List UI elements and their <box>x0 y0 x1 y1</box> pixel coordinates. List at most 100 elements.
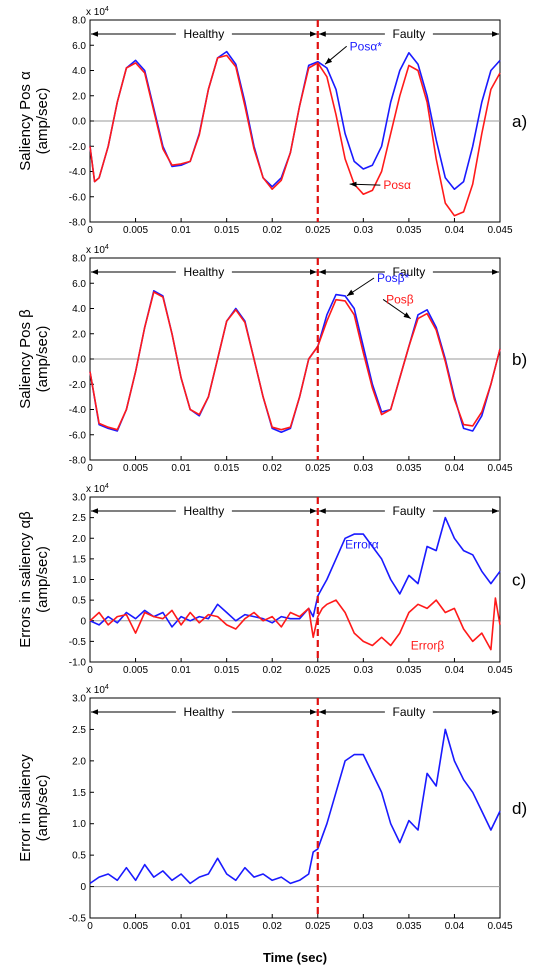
axis-multiplier: x 104 <box>86 684 109 696</box>
annotation-arrow <box>324 45 347 65</box>
panel-c: 0 0.005 0.01 0.015 0.02 0.025 0.03 0.035 0.04 0.0… <box>17 483 526 676</box>
series-line-blue <box>89 728 501 885</box>
healthy-label: Healthy <box>184 27 225 41</box>
x-tick-label: 0.03 <box>354 225 374 236</box>
y-tick-label: -2.0 <box>69 380 87 391</box>
y-tick-label: 8.0 <box>72 16 86 27</box>
faulty-label-bg <box>384 503 433 518</box>
x-tick-label: 0.04 <box>445 225 465 236</box>
x-tick-label: 0.03 <box>354 921 374 932</box>
y-tick-label: -6.0 <box>69 192 87 203</box>
panel-letter: d) <box>512 799 527 818</box>
x-tick-label: 0.04 <box>445 921 465 932</box>
y-tick-label: 0.5 <box>72 596 86 607</box>
series-annotation: Errorα <box>345 538 379 552</box>
x-tick-label: 0.035 <box>396 665 421 676</box>
y-tick-label: 0.0 <box>72 355 86 366</box>
y-tick-label: 2.5 <box>72 725 86 736</box>
x-tick-label: 0 <box>87 665 93 676</box>
y-axis-label: Saliency Pos α <box>17 71 34 171</box>
panel-d: 0 0.005 0.01 0.015 0.02 0.025 0.03 0.035 0.04 0.0… <box>17 684 527 932</box>
y-tick-label: 1.5 <box>72 788 86 799</box>
y-tick-label: -8.0 <box>69 218 87 229</box>
x-tick-label: 0.045 <box>487 463 512 474</box>
x-tick-label: 0.005 <box>123 921 148 932</box>
y-tick-label: 1.0 <box>72 575 86 586</box>
series-annotation: Posβ <box>386 292 414 306</box>
y-axis-label: Errors in saliency αβ <box>17 511 34 648</box>
x-tick-label: 0.04 <box>445 463 465 474</box>
y-axis-label: (amp/sec) <box>34 326 51 393</box>
y-tick-label: -1.0 <box>69 658 87 669</box>
x-tick-label: 0.035 <box>396 225 421 236</box>
faulty-label: Faulty <box>393 265 426 279</box>
x-tick-label: 0 <box>87 225 93 236</box>
x-tick-label: 0.02 <box>262 665 282 676</box>
faulty-label-bg <box>384 704 433 719</box>
series-line-red <box>89 597 501 651</box>
faulty-label-bg <box>384 264 433 279</box>
x-tick-label: 0.015 <box>214 665 239 676</box>
y-tick-label: 2.5 <box>72 513 86 524</box>
axis-multiplier-power: 4 <box>105 684 109 691</box>
axis-multiplier-base: x 10 <box>86 685 105 696</box>
x-tick-label: 0.025 <box>305 225 330 236</box>
x-tick-label: 0.005 <box>123 665 148 676</box>
y-tick-label: 2.0 <box>72 329 86 340</box>
panel-letter: b) <box>512 350 527 369</box>
y-tick-label: -6.0 <box>69 430 87 441</box>
x-axis-label: Time (sec) <box>263 950 327 965</box>
y-tick-label: 0 <box>80 882 86 893</box>
y-axis-label: Saliency Pos β <box>17 309 34 409</box>
y-tick-label: 0 <box>80 616 86 627</box>
series-annotation: Posα* <box>350 39 383 53</box>
y-tick-label: -8.0 <box>69 456 87 467</box>
series-annotation: Posα <box>383 178 411 192</box>
y-tick-label: 6.0 <box>72 279 86 290</box>
axis-multiplier-power: 4 <box>105 244 109 251</box>
x-tick-label: 0.045 <box>487 665 512 676</box>
series-annotation: Errorβ <box>411 639 445 653</box>
healthy-label-bg <box>175 26 232 41</box>
faulty-label: Faulty <box>393 705 426 719</box>
y-axis-label: (amp/sec) <box>34 88 51 155</box>
y-tick-label: 0.0 <box>72 117 86 128</box>
annotation-arrow <box>349 181 381 188</box>
x-tick-label: 0 <box>87 921 93 932</box>
x-tick-label: 0.015 <box>214 921 239 932</box>
plot-frame <box>89 496 501 663</box>
faulty-label: Faulty <box>393 504 426 518</box>
x-tick-label: 0.025 <box>305 463 330 474</box>
x-tick-label: 0.025 <box>305 665 330 676</box>
x-tick-label: 0.005 <box>123 463 148 474</box>
y-axis-label: Error in saliency <box>17 754 34 862</box>
axis-multiplier-base: x 10 <box>86 484 105 495</box>
x-tick-label: 0.03 <box>354 665 374 676</box>
y-tick-label: 3.0 <box>72 694 86 705</box>
healthy-label-bg <box>175 503 232 518</box>
y-tick-label: -0.5 <box>69 637 87 648</box>
y-tick-label: 0.5 <box>72 851 86 862</box>
axis-multiplier-base: x 10 <box>86 245 105 256</box>
y-tick-label: -4.0 <box>69 167 87 178</box>
x-tick-label: 0.02 <box>262 225 282 236</box>
faulty-label: Faulty <box>393 27 426 41</box>
x-tick-label: 0.035 <box>396 463 421 474</box>
y-tick-label: 4.0 <box>72 66 86 77</box>
x-tick-label: 0.01 <box>171 921 191 932</box>
y-tick-label: -4.0 <box>69 405 87 416</box>
panel-letter: a) <box>512 112 527 131</box>
y-tick-label: 2.0 <box>72 534 86 545</box>
healthy-label: Healthy <box>184 265 225 279</box>
x-tick-label: 0 <box>87 463 93 474</box>
x-tick-label: 0.015 <box>214 463 239 474</box>
x-tick-label: 0.045 <box>487 225 512 236</box>
x-tick-label: 0.035 <box>396 921 421 932</box>
x-tick-label: 0.01 <box>171 463 191 474</box>
faulty-label-bg <box>384 26 433 41</box>
plot-frame <box>89 697 501 919</box>
x-tick-label: 0.015 <box>214 225 239 236</box>
x-tick-label: 0.03 <box>354 463 374 474</box>
panel-a: 0 0.005 0.01 0.015 0.02 0.025 0.03 0.035 0.04 0.0… <box>17 6 527 236</box>
